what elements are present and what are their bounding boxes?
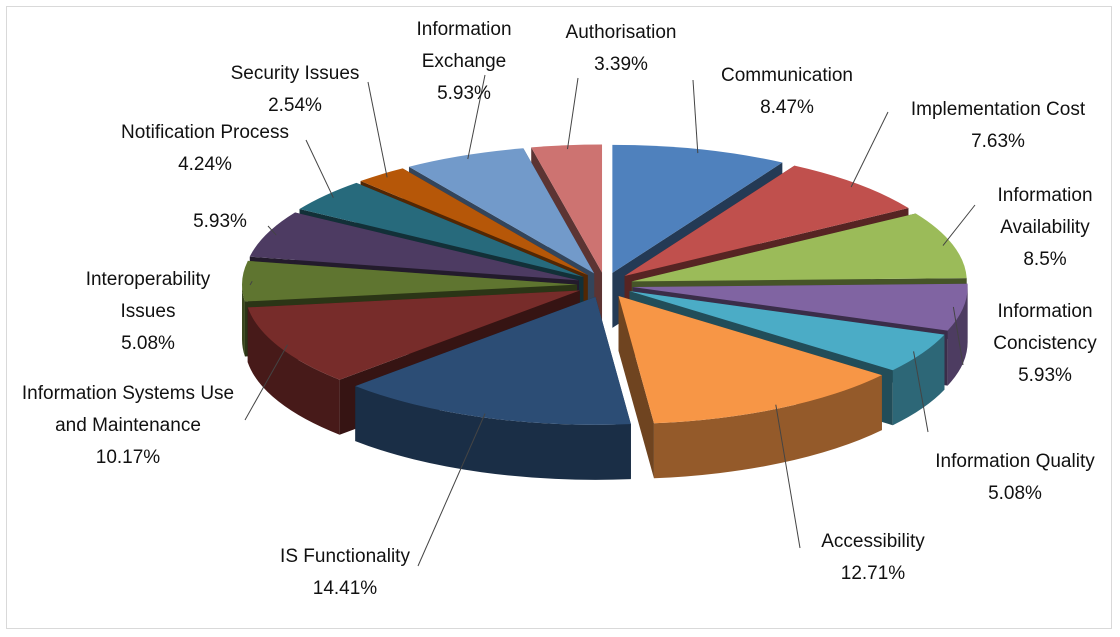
slice — [531, 144, 603, 273]
leader-line — [850, 111, 889, 188]
slice — [408, 148, 595, 274]
category-label: Information Concistency — [993, 301, 1097, 354]
category-label: Information Quality — [935, 451, 1095, 472]
value-label: 5.93% — [437, 83, 491, 104]
data-label: Information Concistency 5.93% — [970, 296, 1120, 392]
data-label: Information Systems Use and Maintenance 1… — [8, 378, 248, 474]
category-label: Information Exchange — [416, 19, 512, 72]
value-label: 5.93% — [1018, 365, 1072, 386]
slice — [632, 283, 968, 331]
leader-line — [692, 79, 699, 154]
category-label: Information Systems Use and Maintenance — [21, 383, 235, 436]
category-label: Authorisation — [565, 22, 677, 43]
data-label: Information Quality 5.08% — [905, 446, 1120, 510]
leader-line — [942, 204, 976, 246]
slice-side — [355, 386, 631, 480]
data-label: Security Issues 2.54% — [205, 58, 385, 122]
category-label: Accessibility — [821, 531, 925, 552]
slice — [631, 213, 967, 282]
slice-side — [242, 284, 245, 357]
value-label: 4.24% — [178, 154, 232, 175]
slice — [624, 165, 909, 276]
data-label: Information Exchange 5.93% — [404, 14, 524, 110]
leader-line — [305, 139, 334, 198]
category-label: Security Issues — [230, 63, 360, 84]
value-label: 7.63% — [971, 131, 1025, 152]
data-label: Information Availability 8.5% — [965, 180, 1120, 276]
data-label: Communication 8.47% — [677, 60, 897, 124]
value-label: 12.71% — [840, 563, 906, 584]
slice — [612, 144, 783, 273]
leader-line — [467, 74, 486, 160]
data-label: Notification Process 4.24% — [90, 117, 320, 181]
leader-line — [913, 351, 929, 433]
leader-line — [367, 81, 388, 178]
leader-line — [566, 77, 579, 150]
data-label: Authorisation 3.39% — [541, 17, 701, 81]
slice — [355, 296, 631, 425]
value-label: 8.5% — [1023, 249, 1067, 270]
data-label: Interoperability Issues 5.08% — [63, 264, 233, 360]
category-label: Notification Process — [121, 122, 289, 143]
leader-line — [244, 344, 288, 421]
leader-line — [775, 404, 801, 549]
slice-side — [247, 307, 340, 435]
data-label: Accessibility 12.71% — [783, 526, 963, 590]
category-label: Communication — [721, 65, 853, 86]
leader-line — [267, 225, 277, 236]
data-label: 5.93% — [170, 206, 270, 238]
leader-line — [249, 281, 253, 286]
slice — [242, 260, 578, 302]
chart-frame — [6, 6, 1112, 629]
category-label: Implementation Cost — [910, 99, 1086, 120]
value-label: 3.39% — [594, 54, 648, 75]
leader-line — [952, 306, 964, 366]
value-label: 14.41% — [312, 578, 378, 599]
category-label: Interoperability Issues — [85, 269, 211, 322]
slice — [247, 290, 580, 380]
data-label: Implementation Cost 7.63% — [883, 94, 1113, 158]
category-label: Information Availability — [997, 185, 1093, 238]
value-label: 2.54% — [268, 95, 322, 116]
slice — [618, 296, 882, 424]
leader-line — [417, 413, 486, 567]
slice — [249, 212, 579, 281]
value-label: 5.08% — [988, 483, 1042, 504]
data-label: IS Functionality 14.41% — [245, 541, 445, 605]
slice — [360, 168, 588, 276]
value-label: 5.08% — [121, 333, 175, 354]
slice-side — [653, 375, 882, 479]
slice — [629, 291, 945, 371]
category-label: IS Functionality — [280, 546, 410, 567]
value-label: 5.93% — [193, 211, 247, 232]
slice-face — [618, 296, 654, 479]
value-label: 10.17% — [95, 447, 161, 468]
slice — [299, 182, 584, 277]
value-label: 8.47% — [760, 97, 814, 118]
